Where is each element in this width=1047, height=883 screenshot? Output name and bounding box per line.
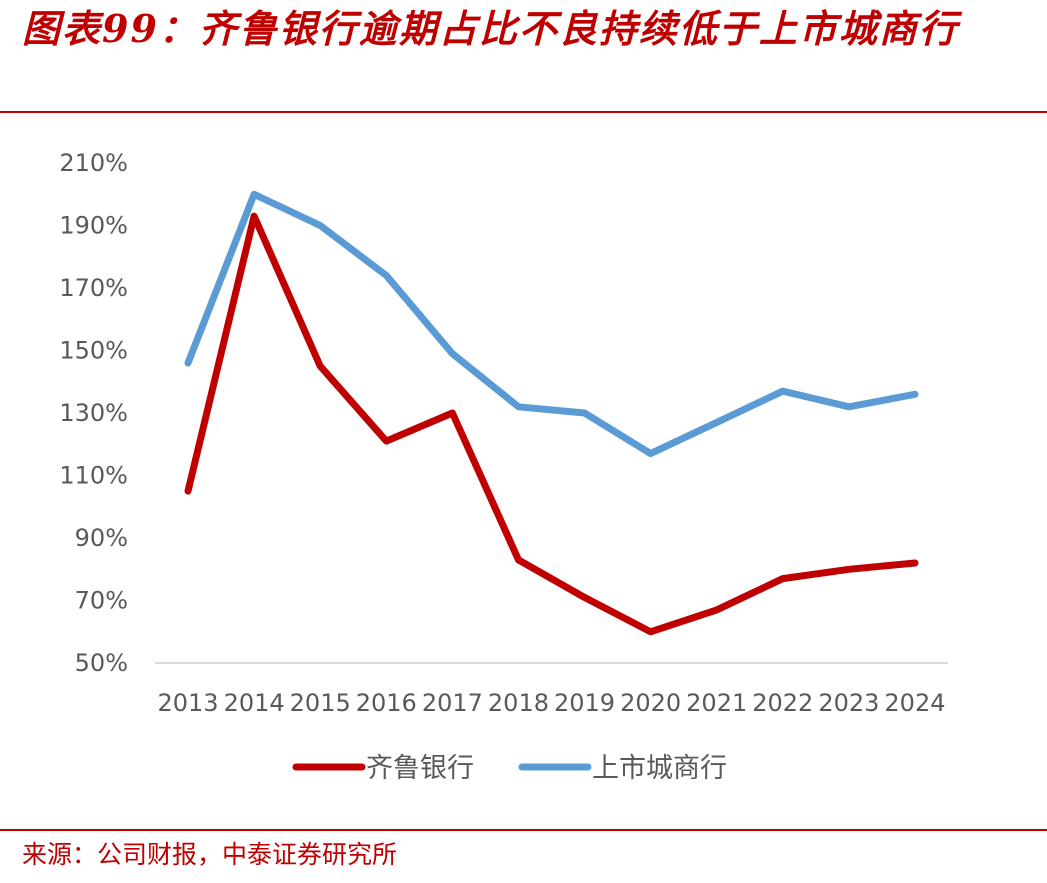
y-tick-label: 110% [59,462,128,490]
y-tick-label: 150% [59,337,128,365]
legend-label: 齐鲁银行 [366,753,474,784]
series-line-2 [184,190,919,458]
x-tick-label: 2015 [290,689,351,717]
title-divider [0,111,1047,113]
line-chart: 50%70%90%110%130%150%170%190%210% 2013 20… [59,149,948,784]
x-tick-label: 2018 [488,689,549,717]
series-line-1 [184,212,919,636]
chart-legend: 齐鲁银行 上市城商行 [292,753,727,784]
x-tick-label: 2017 [422,689,483,717]
y-tick-label: 90% [75,524,128,552]
y-tick-label: 170% [59,274,128,302]
legend-label: 上市城商行 [592,753,727,784]
source-divider [0,829,1047,831]
x-tick-label: 2020 [620,689,681,717]
x-tick-label: 2021 [686,689,747,717]
x-tick-label: 2013 [158,689,219,717]
y-axis-tick-labels: 50% 70% 90% 110% 130% 150% 170% 190% 210% [59,149,128,677]
x-axis-tick-labels: 2013 2014 2015 2016 2017 2018 2019 2020 2021 2022… [158,689,946,717]
x-tick-label: 2022 [752,689,813,717]
series-lines [184,190,919,636]
x-tick-label: 2023 [818,689,879,717]
x-tick-label: 2016 [356,689,417,717]
chart-title: 图表99：齐鲁银行逾期占比不良持续低于上市城商行 [22,6,959,51]
y-tick-label: 130% [59,399,128,427]
x-tick-label: 2014 [224,689,285,717]
x-tick-label: 2019 [554,689,615,717]
y-tick-label: 50% [75,649,128,677]
y-tick-label: 210% [59,149,128,177]
x-tick-label: 2024 [884,689,945,717]
source-note: 来源：公司财报，中泰证券研究所 [22,840,398,869]
y-tick-label: 70% [75,587,128,615]
y-tick-label: 190% [59,212,128,240]
